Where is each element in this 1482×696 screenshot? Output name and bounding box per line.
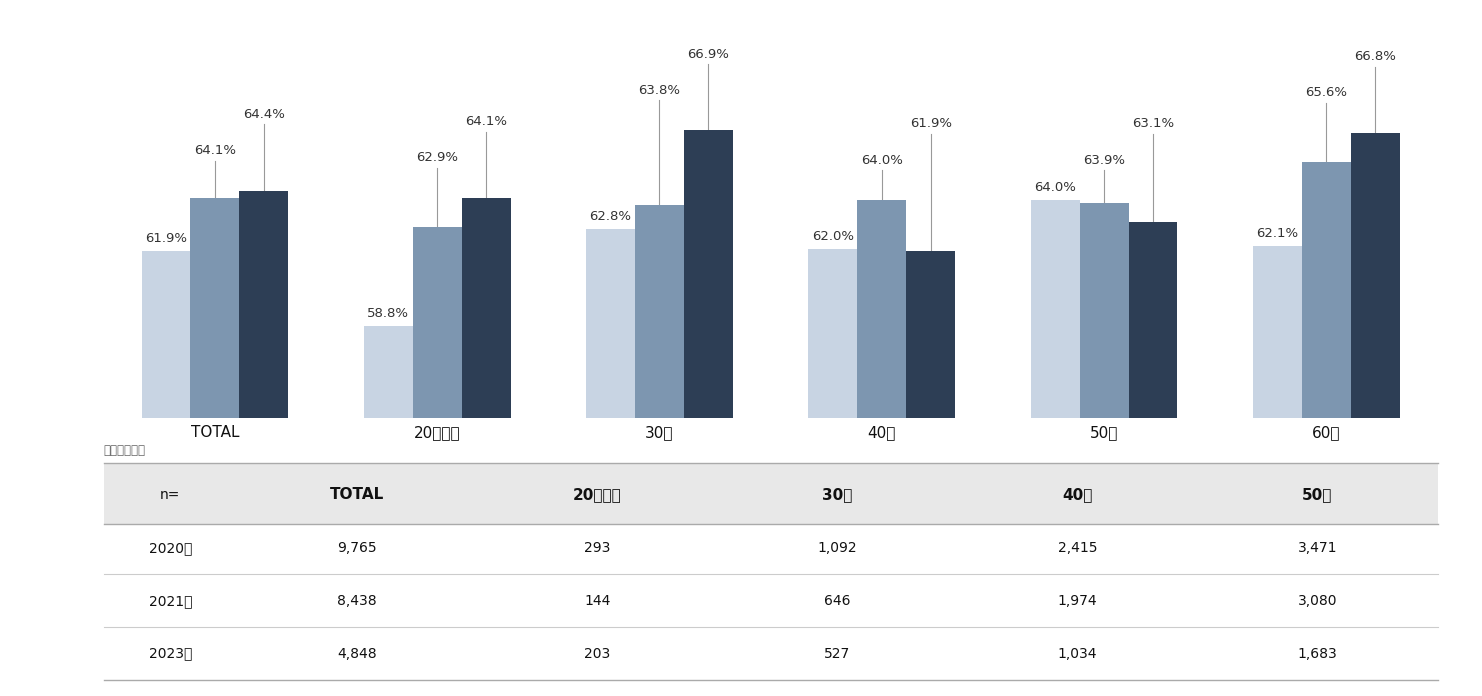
Text: 144: 144 <box>584 594 611 608</box>
Text: 1,974: 1,974 <box>1058 594 1097 608</box>
Text: TOTAL: TOTAL <box>191 425 239 440</box>
Text: 2021年: 2021年 <box>148 594 193 608</box>
Text: 30代: 30代 <box>823 487 852 503</box>
Text: 61.9%: 61.9% <box>910 118 951 130</box>
Text: 40代: 40代 <box>1063 487 1092 503</box>
Text: 64.1%: 64.1% <box>465 115 507 128</box>
Text: 50代: 50代 <box>1089 425 1119 440</box>
Bar <box>585 230 634 696</box>
Text: 58.8%: 58.8% <box>368 307 409 320</box>
Text: 30代: 30代 <box>645 425 674 440</box>
Bar <box>239 191 288 696</box>
Text: 3,080: 3,080 <box>1298 594 1337 608</box>
Text: 62.1%: 62.1% <box>1257 228 1298 240</box>
Text: 20代以下: 20代以下 <box>413 425 461 440</box>
Text: 20代以下: 20代以下 <box>574 487 621 503</box>
Text: 3,471: 3,471 <box>1298 541 1337 555</box>
Text: 66.8%: 66.8% <box>1355 50 1396 63</box>
Bar <box>634 205 683 696</box>
Text: 2,415: 2,415 <box>1058 541 1097 555</box>
Text: 293: 293 <box>584 541 611 555</box>
Text: 63.1%: 63.1% <box>1132 118 1174 130</box>
Text: 50代: 50代 <box>1303 487 1332 503</box>
Text: 4,848: 4,848 <box>338 647 376 661</box>
Text: 8,438: 8,438 <box>338 594 376 608</box>
Text: 63.9%: 63.9% <box>1083 154 1125 166</box>
Text: 66.9%: 66.9% <box>688 47 729 61</box>
Text: 1,034: 1,034 <box>1058 647 1097 661</box>
Bar <box>190 198 239 696</box>
Bar <box>412 227 461 696</box>
Bar <box>1128 222 1177 696</box>
Text: 1,092: 1,092 <box>818 541 857 555</box>
Text: 527: 527 <box>824 647 851 661</box>
Text: 62.0%: 62.0% <box>812 230 854 243</box>
Text: 646: 646 <box>824 594 851 608</box>
Bar <box>683 130 732 696</box>
Text: 203: 203 <box>584 647 611 661</box>
Text: 2023年: 2023年 <box>148 647 193 661</box>
Text: 63.8%: 63.8% <box>639 84 680 97</box>
Bar <box>1079 203 1128 696</box>
Text: 60代: 60代 <box>1312 425 1341 440</box>
Bar <box>1301 162 1350 696</box>
Text: 2020年: 2020年 <box>148 541 193 555</box>
Bar <box>1350 133 1399 696</box>
Text: 9,765: 9,765 <box>338 541 376 555</box>
Text: 61.9%: 61.9% <box>145 232 187 245</box>
Text: 1,683: 1,683 <box>1298 647 1337 661</box>
Bar <box>1030 200 1079 696</box>
Text: ノンウェイト: ノンウェイト <box>104 443 145 457</box>
Bar <box>907 251 956 696</box>
Text: 65.6%: 65.6% <box>1306 86 1347 99</box>
Bar <box>857 200 907 696</box>
Text: 64.1%: 64.1% <box>194 144 236 157</box>
Text: TOTAL: TOTAL <box>330 487 384 503</box>
Text: 62.8%: 62.8% <box>590 210 631 223</box>
Bar <box>1252 246 1301 696</box>
Text: 64.0%: 64.0% <box>1034 182 1076 194</box>
Bar <box>365 326 412 696</box>
Text: 40代: 40代 <box>867 425 897 440</box>
Bar <box>142 251 190 696</box>
Bar <box>808 248 857 696</box>
Bar <box>461 198 510 696</box>
Text: n=: n= <box>160 488 181 502</box>
Text: 62.9%: 62.9% <box>416 151 458 164</box>
Text: 64.4%: 64.4% <box>243 108 285 121</box>
Text: 64.0%: 64.0% <box>861 154 903 166</box>
Bar <box>104 464 1438 524</box>
